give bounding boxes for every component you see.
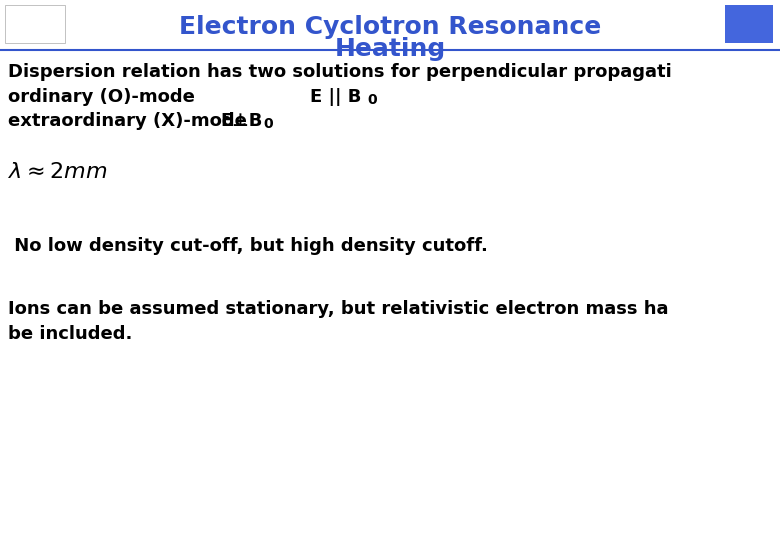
Text: Electron Cyclotron Resonance: Electron Cyclotron Resonance — [179, 15, 601, 39]
Text: Heating: Heating — [335, 37, 445, 61]
FancyBboxPatch shape — [725, 5, 773, 43]
Text: be included.: be included. — [8, 325, 133, 343]
Text: 0: 0 — [367, 93, 377, 107]
Text: ordinary (O)-mode: ordinary (O)-mode — [8, 88, 195, 106]
Text: E⊥B: E⊥B — [220, 112, 262, 130]
Text: Ions can be assumed stationary, but relativistic electron mass ha: Ions can be assumed stationary, but rela… — [8, 300, 668, 318]
Text: 0: 0 — [263, 117, 273, 131]
Text: extraordinary (X)-mode: extraordinary (X)-mode — [8, 112, 247, 130]
Text: No low density cut-off, but high density cutoff.: No low density cut-off, but high density… — [8, 237, 488, 255]
Text: $\lambda \approx 2\mathit{mm}$: $\lambda \approx 2\mathit{mm}$ — [8, 162, 108, 182]
Text: E || B: E || B — [310, 88, 361, 106]
Text: Dispersion relation has two solutions for perpendicular propagati: Dispersion relation has two solutions fo… — [8, 63, 672, 81]
